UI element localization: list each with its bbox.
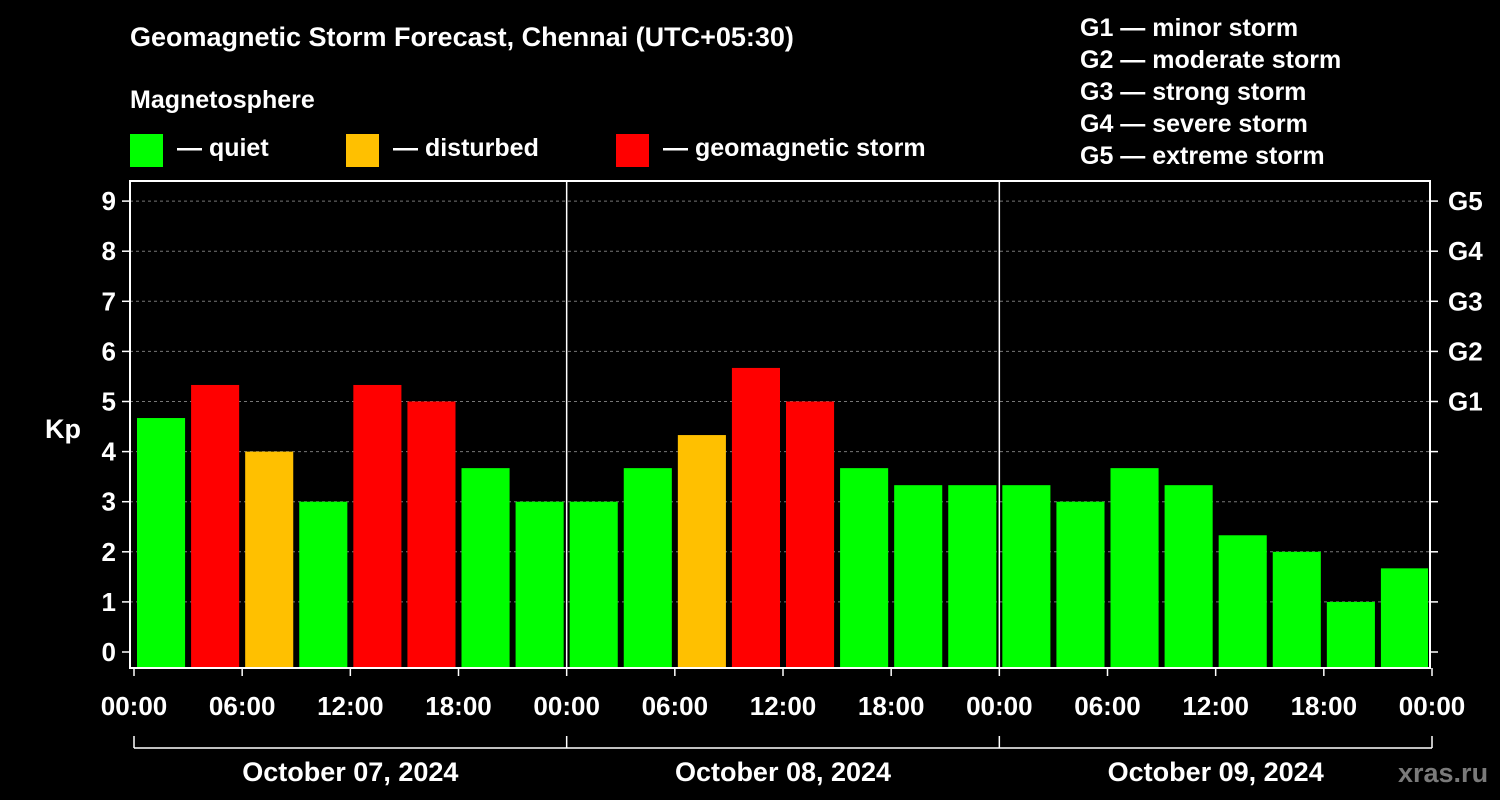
g-scale-g3: G3 — strong storm bbox=[1080, 78, 1307, 106]
kp-bar bbox=[894, 485, 943, 668]
kp-bar bbox=[1218, 535, 1267, 668]
legend-label-storm: — geomagnetic storm bbox=[663, 134, 926, 162]
g-scale-g2: G2 — moderate storm bbox=[1080, 46, 1342, 74]
kp-bar bbox=[948, 485, 997, 668]
g-tick-label: G3 bbox=[1448, 286, 1483, 316]
kp-bar bbox=[731, 367, 780, 668]
y-tick-label: 0 bbox=[102, 637, 116, 667]
kp-bar bbox=[623, 468, 672, 668]
kp-bar bbox=[245, 451, 294, 668]
y-tick-label: 4 bbox=[102, 437, 117, 467]
y-tick-label: 6 bbox=[102, 336, 116, 366]
kp-bar bbox=[1272, 551, 1321, 668]
g-scale-g1: G1 — minor storm bbox=[1080, 14, 1299, 42]
x-tick-label: 00:00 bbox=[1399, 691, 1466, 721]
g-scale-g5: G5 — extreme storm bbox=[1080, 142, 1325, 170]
g-tick-label: G2 bbox=[1448, 336, 1483, 366]
y-tick-label: 9 bbox=[102, 186, 116, 216]
x-tick-label: 12:00 bbox=[750, 691, 817, 721]
y-tick-label: 1 bbox=[102, 587, 116, 617]
kp-bar bbox=[191, 384, 240, 668]
kp-bar bbox=[137, 418, 186, 668]
legend-label-quiet: — quiet bbox=[177, 134, 269, 162]
legend-heading: Magnetosphere bbox=[130, 86, 315, 114]
kp-bar bbox=[353, 384, 402, 668]
kp-bar bbox=[1056, 501, 1105, 668]
kp-bar bbox=[299, 501, 348, 668]
watermark: xras.ru bbox=[1398, 758, 1489, 788]
x-tick-label: 12:00 bbox=[1182, 691, 1249, 721]
date-label: October 08, 2024 bbox=[675, 757, 891, 787]
chart-title: Geomagnetic Storm Forecast, Chennai (UTC… bbox=[130, 22, 794, 52]
kp-bar bbox=[840, 468, 889, 668]
kp-bar bbox=[1164, 485, 1213, 668]
kp-bar bbox=[407, 401, 456, 668]
g-tick-label: G5 bbox=[1448, 186, 1483, 216]
y-tick-label: 5 bbox=[102, 387, 116, 417]
x-tick-label: 06:00 bbox=[1074, 691, 1141, 721]
legend-label-disturbed: — disturbed bbox=[393, 134, 539, 162]
legend-swatch-quiet bbox=[130, 134, 163, 167]
x-tick-label: 06:00 bbox=[642, 691, 709, 721]
kp-bar bbox=[677, 435, 726, 668]
g-tick-label: G4 bbox=[1448, 236, 1483, 266]
g-scale-g4: G4 — severe storm bbox=[1080, 110, 1308, 138]
x-tick-label: 00:00 bbox=[533, 691, 600, 721]
y-axis-label: Kp bbox=[45, 414, 81, 444]
plot-frame bbox=[129, 180, 1431, 669]
y-tick-label: 8 bbox=[102, 236, 116, 266]
kp-bar bbox=[569, 501, 618, 668]
legend-swatch-disturbed bbox=[346, 134, 379, 167]
y-tick-label: 2 bbox=[102, 537, 116, 567]
date-label: October 09, 2024 bbox=[1108, 757, 1324, 787]
legend-swatch-storm bbox=[616, 134, 649, 167]
y-tick-label: 3 bbox=[102, 487, 116, 517]
kp-bar bbox=[1002, 485, 1051, 668]
kp-bar bbox=[461, 468, 510, 668]
x-tick-label: 18:00 bbox=[858, 691, 925, 721]
g-tick-label: G1 bbox=[1448, 387, 1483, 417]
x-tick-label: 18:00 bbox=[1291, 691, 1358, 721]
x-tick-label: 00:00 bbox=[101, 691, 168, 721]
kp-bar bbox=[1380, 568, 1428, 668]
date-label: October 07, 2024 bbox=[242, 757, 458, 787]
kp-bar bbox=[786, 401, 835, 668]
kp-bar bbox=[1110, 468, 1159, 668]
x-tick-label: 06:00 bbox=[209, 691, 276, 721]
kp-bar bbox=[1326, 601, 1375, 668]
kp-bar bbox=[515, 501, 564, 668]
x-tick-label: 18:00 bbox=[425, 691, 492, 721]
x-tick-label: 00:00 bbox=[966, 691, 1033, 721]
x-tick-label: 12:00 bbox=[317, 691, 384, 721]
y-tick-label: 7 bbox=[102, 286, 116, 316]
